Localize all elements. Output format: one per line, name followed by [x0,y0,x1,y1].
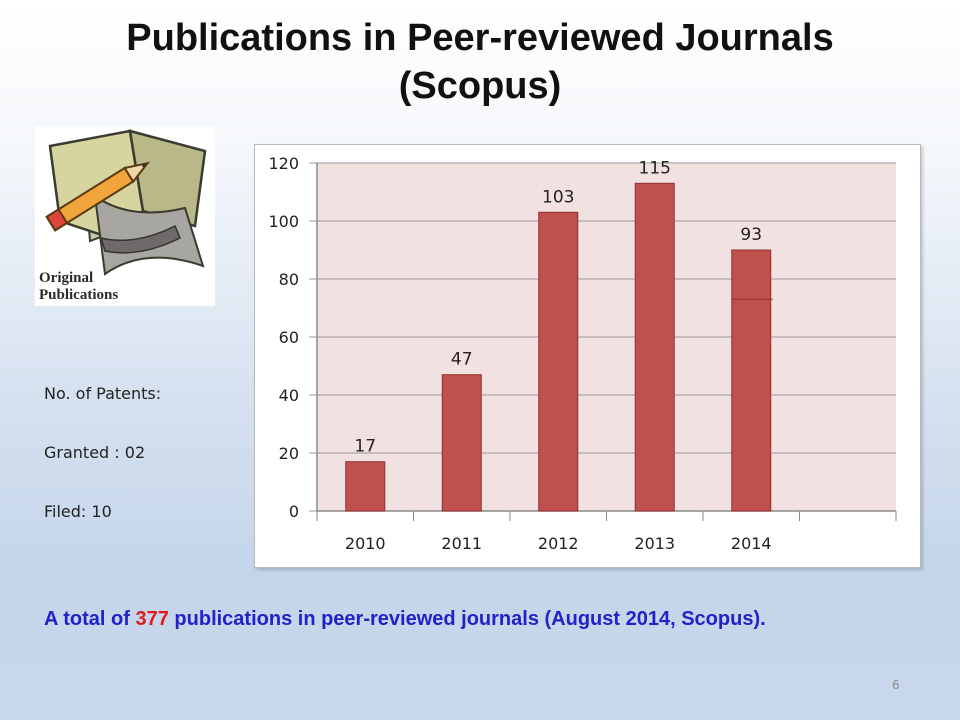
y-tick-label: 40 [279,386,299,405]
y-tick-label: 80 [279,270,299,289]
x-tick-label-2012: 2012 [538,534,579,553]
x-tick-label-2010: 2010 [345,534,386,553]
patents-granted: Granted : 02 [44,443,146,462]
y-tick-label: 120 [268,154,299,173]
data-label-2012: 103 [542,187,574,207]
bar-2011 [441,374,482,512]
chart-canvas: 0 20 40 60 80 100 120 17 2010 47 2011 103 2012 115 201… [268,154,897,553]
data-label-2013: 115 [639,158,671,178]
bar-2013 [634,182,675,512]
summary-text: A total of 377 publications in peer-revi… [44,604,920,634]
y-tick-label: 20 [279,444,299,463]
x-tick-label-2014: 2014 [731,534,772,553]
data-label-2014: 93 [740,225,762,245]
y-tick-label: 100 [268,212,299,231]
data-label-2011: 47 [451,350,473,370]
open-book-with-pencil-icon [45,129,207,276]
bar-2010 [345,461,386,512]
original-publications-logo: Original Publications [35,126,215,306]
summary-prefix: A total of [44,608,130,630]
patents-heading: No. of Patents: [44,384,162,403]
patents-filed: Filed: 10 [44,502,112,521]
logo-caption-line-1: Original [39,270,94,286]
summary-total-count: 377 [135,608,169,630]
x-tick-label-2011: 2011 [441,534,482,553]
y-tick-label: 0 [289,502,299,521]
patents-info: No. of Patents: Granted : 02 Filed: 10 [44,384,161,561]
y-tick-label: 60 [279,328,299,347]
page-number: 6 [892,678,900,692]
data-label-2010: 17 [354,437,376,457]
logo-caption: Original Publications [39,270,118,304]
publications-bar-chart: 0 20 40 60 80 100 120 17 2010 47 2011 103 2012 115 201… [254,144,921,568]
slide-title: Publications in Peer-reviewed Journals (… [126,17,834,107]
summary-suffix: publications in peer-reviewed journals (… [174,608,766,630]
logo-caption-line-2: Publications [39,287,119,303]
bar-2012 [538,211,579,512]
bar-2014 [731,249,772,512]
x-tick-label-2013: 2013 [634,534,675,553]
